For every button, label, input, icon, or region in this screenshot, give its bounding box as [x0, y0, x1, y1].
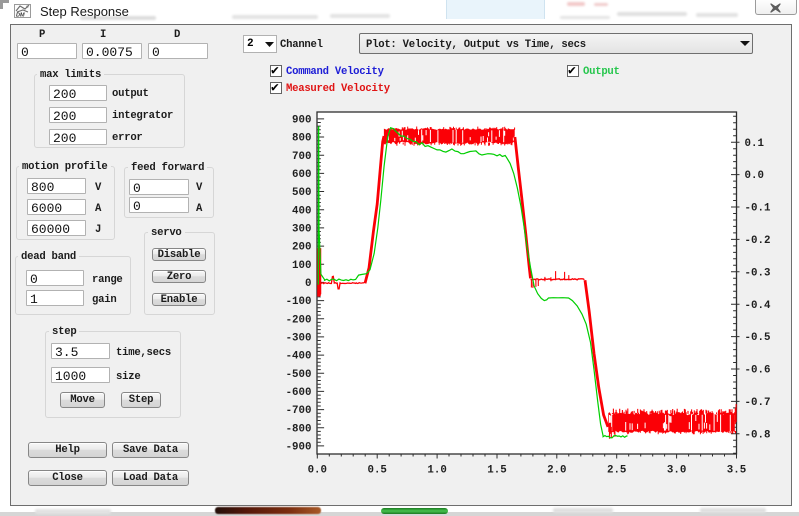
svg-text:600: 600: [292, 169, 311, 181]
svg-text:-0.2: -0.2: [745, 235, 771, 247]
svg-text:3.0: 3.0: [667, 465, 686, 477]
svg-text:2.5: 2.5: [607, 465, 626, 477]
svg-text:-300: -300: [286, 333, 312, 345]
svg-text:0.5: 0.5: [367, 465, 386, 477]
svg-text:-200: -200: [286, 314, 312, 326]
svg-text:900: 900: [292, 115, 311, 127]
svg-text:-0.5: -0.5: [745, 332, 771, 344]
svg-text:0.1: 0.1: [745, 138, 765, 150]
svg-text:DM: DM: [16, 13, 25, 19]
svg-text:-500: -500: [286, 369, 312, 381]
svg-text:1.5: 1.5: [487, 465, 506, 477]
svg-text:-400: -400: [286, 351, 312, 363]
svg-text:-100: -100: [286, 296, 312, 308]
svg-text:700: 700: [292, 151, 311, 163]
svg-text:-0.8: -0.8: [745, 429, 771, 441]
svg-text:-800: -800: [286, 423, 312, 435]
svg-text:-600: -600: [286, 387, 312, 399]
svg-text:-900: -900: [286, 442, 312, 454]
svg-text:-700: -700: [286, 405, 312, 417]
svg-text:400: 400: [292, 205, 311, 217]
svg-text:500: 500: [292, 187, 311, 199]
svg-text:-0.3: -0.3: [745, 267, 771, 279]
svg-text:100: 100: [292, 260, 311, 272]
svg-text:-0.1: -0.1: [745, 203, 771, 215]
svg-text:200: 200: [292, 242, 311, 254]
svg-text:2.0: 2.0: [547, 465, 566, 477]
svg-text:-0.6: -0.6: [745, 365, 771, 377]
svg-text:-0.4: -0.4: [745, 300, 771, 312]
svg-text:3.5: 3.5: [727, 465, 746, 477]
svg-text:0: 0: [305, 278, 311, 290]
svg-text:-0.7: -0.7: [745, 397, 771, 409]
svg-text:0.0: 0.0: [745, 170, 764, 182]
svg-text:300: 300: [292, 224, 311, 236]
svg-text:800: 800: [292, 133, 311, 145]
svg-text:0.0: 0.0: [308, 465, 327, 477]
svg-text:1.0: 1.0: [427, 465, 446, 477]
